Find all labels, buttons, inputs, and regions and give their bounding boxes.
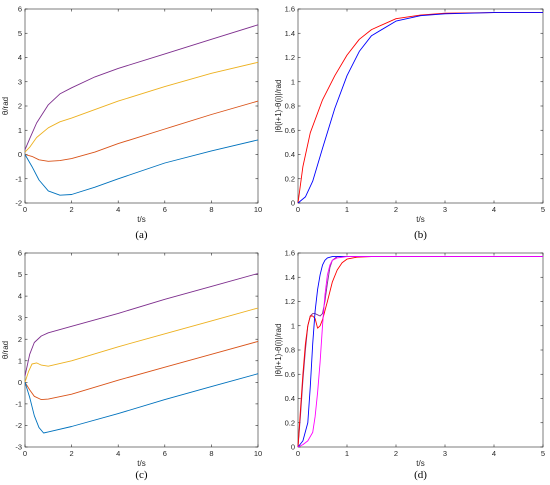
y-axis-label: θ/rad [1,97,10,115]
x-tick-label: 5 [541,205,545,214]
series-line-2 [297,256,543,448]
series-line-2 [24,61,259,153]
y-tick-label: 0.6 [285,370,295,379]
x-axis-label: t/s [137,459,145,468]
x-axis-label: t/s [416,215,424,224]
y-tick-label: 1 [291,321,295,330]
y-tick-label: 3 [18,77,22,86]
panel-a: 0 2 4 6 8 10 -2 -1 0 1 2 3 4 5 6 t/s θ/rad (a) [1,5,262,241]
y-tick-label: 0.4 [285,150,295,159]
x-axis-label: t/s [416,459,424,468]
series-line-1 [24,24,259,150]
y-tick-label: 0 [291,199,295,208]
series-line-2 [24,307,259,383]
panel-caption: (d) [414,469,427,481]
x-tick-label: 3 [443,205,447,214]
x-tick-label: 2 [394,449,398,458]
panel-b: 0 1 2 3 4 5 0 0.2 0.4 0.6 0.8 1 1.2 1.4 1.6 t/s |θ(i+1)-… [274,5,545,241]
y-tick-label: -1 [15,174,22,183]
series-line-3 [24,340,259,401]
x-tick-label: 4 [492,205,496,214]
series-line-2 [297,12,543,204]
y-axis-label: |θ(i+1)-θ(i)|/rad [274,80,283,133]
y-tick-label: 0.2 [285,418,295,427]
y-tick-label: 0.2 [285,174,295,183]
x-tick-label: 2 [394,205,398,214]
x-tick-label: 2 [70,205,74,214]
series-line-4 [24,139,259,196]
y-tick-label: 0 [18,378,22,387]
panel-d: 0 1 2 3 4 5 0 0.2 0.4 0.6 0.8 1 1.2 1.4 1.6 t/s |θ(i+1)-… [274,249,545,481]
y-tick-label: -2 [15,199,22,208]
y-tick-label: 5 [18,29,22,38]
y-tick-label: 1.6 [285,249,295,258]
x-tick-label: 1 [345,205,349,214]
x-tick-label: 5 [541,449,545,458]
y-tick-label: 1.4 [285,29,295,38]
panel-caption: (b) [414,229,427,241]
y-tick-label: 0.8 [285,346,295,355]
x-tick-label: 1 [345,449,349,458]
axes-box [24,8,259,204]
x-tick-label: 3 [443,449,447,458]
x-tick-label: 10 [254,449,262,458]
series-line-4 [24,373,259,434]
x-tick-label: 10 [254,205,262,214]
y-tick-label: -3 [15,443,22,452]
x-tick-label: 0 [296,205,300,214]
y-tick-label: 2 [18,335,22,344]
series-line-3 [24,100,259,162]
y-tick-label: 5 [18,270,22,279]
axes-box [297,252,544,448]
x-tick-label: 6 [163,205,167,214]
y-axis-label: θ/rad [1,341,10,359]
axes-box [297,8,544,204]
y-tick-label: 4 [18,53,22,62]
y-tick-label: 1 [18,356,22,365]
x-tick-label: 4 [492,449,496,458]
y-tick-label: 0.4 [285,394,295,403]
y-tick-label: 0 [18,150,22,159]
y-tick-label: 0 [291,443,295,452]
y-tick-label: 1 [291,77,295,86]
y-tick-label: 1.4 [285,273,295,282]
y-tick-label: 1.2 [285,53,295,62]
series-line-1 [24,273,259,376]
y-tick-label: 2 [18,102,22,111]
x-tick-label: 0 [23,449,27,458]
x-tick-label: 0 [23,205,27,214]
x-tick-label: 8 [209,449,213,458]
x-tick-label: 8 [209,205,213,214]
axes-box [24,252,259,448]
series-line-1 [297,12,543,204]
x-tick-label: 4 [116,449,120,458]
x-tick-label: 4 [116,205,120,214]
y-tick-label: 6 [18,249,22,258]
y-tick-label: 1 [18,126,22,135]
y-tick-label: 6 [18,5,22,14]
y-axis-label: |θ(i+1)-θ(i)|/rad [274,324,283,377]
x-tick-label: 6 [163,449,167,458]
panel-c: 0 2 4 6 8 10 -3 -2 -1 0 1 2 3 4 5 6 t/s θ/rad (c) [1,249,262,481]
series-line-4 [297,256,543,448]
y-tick-label: 1.6 [285,5,295,14]
y-tick-label: 0.8 [285,102,295,111]
y-tick-label: 4 [18,292,22,301]
panel-caption: (c) [135,469,148,481]
y-tick-label: 1.2 [285,297,295,306]
y-tick-label: -1 [15,399,22,408]
y-tick-label: 0.6 [285,126,295,135]
x-tick-label: 2 [70,449,74,458]
panel-caption: (a) [135,229,148,241]
y-tick-label: -2 [15,421,22,430]
x-axis-label: t/s [137,215,145,224]
x-tick-label: 0 [296,449,300,458]
y-tick-label: 3 [18,313,22,322]
